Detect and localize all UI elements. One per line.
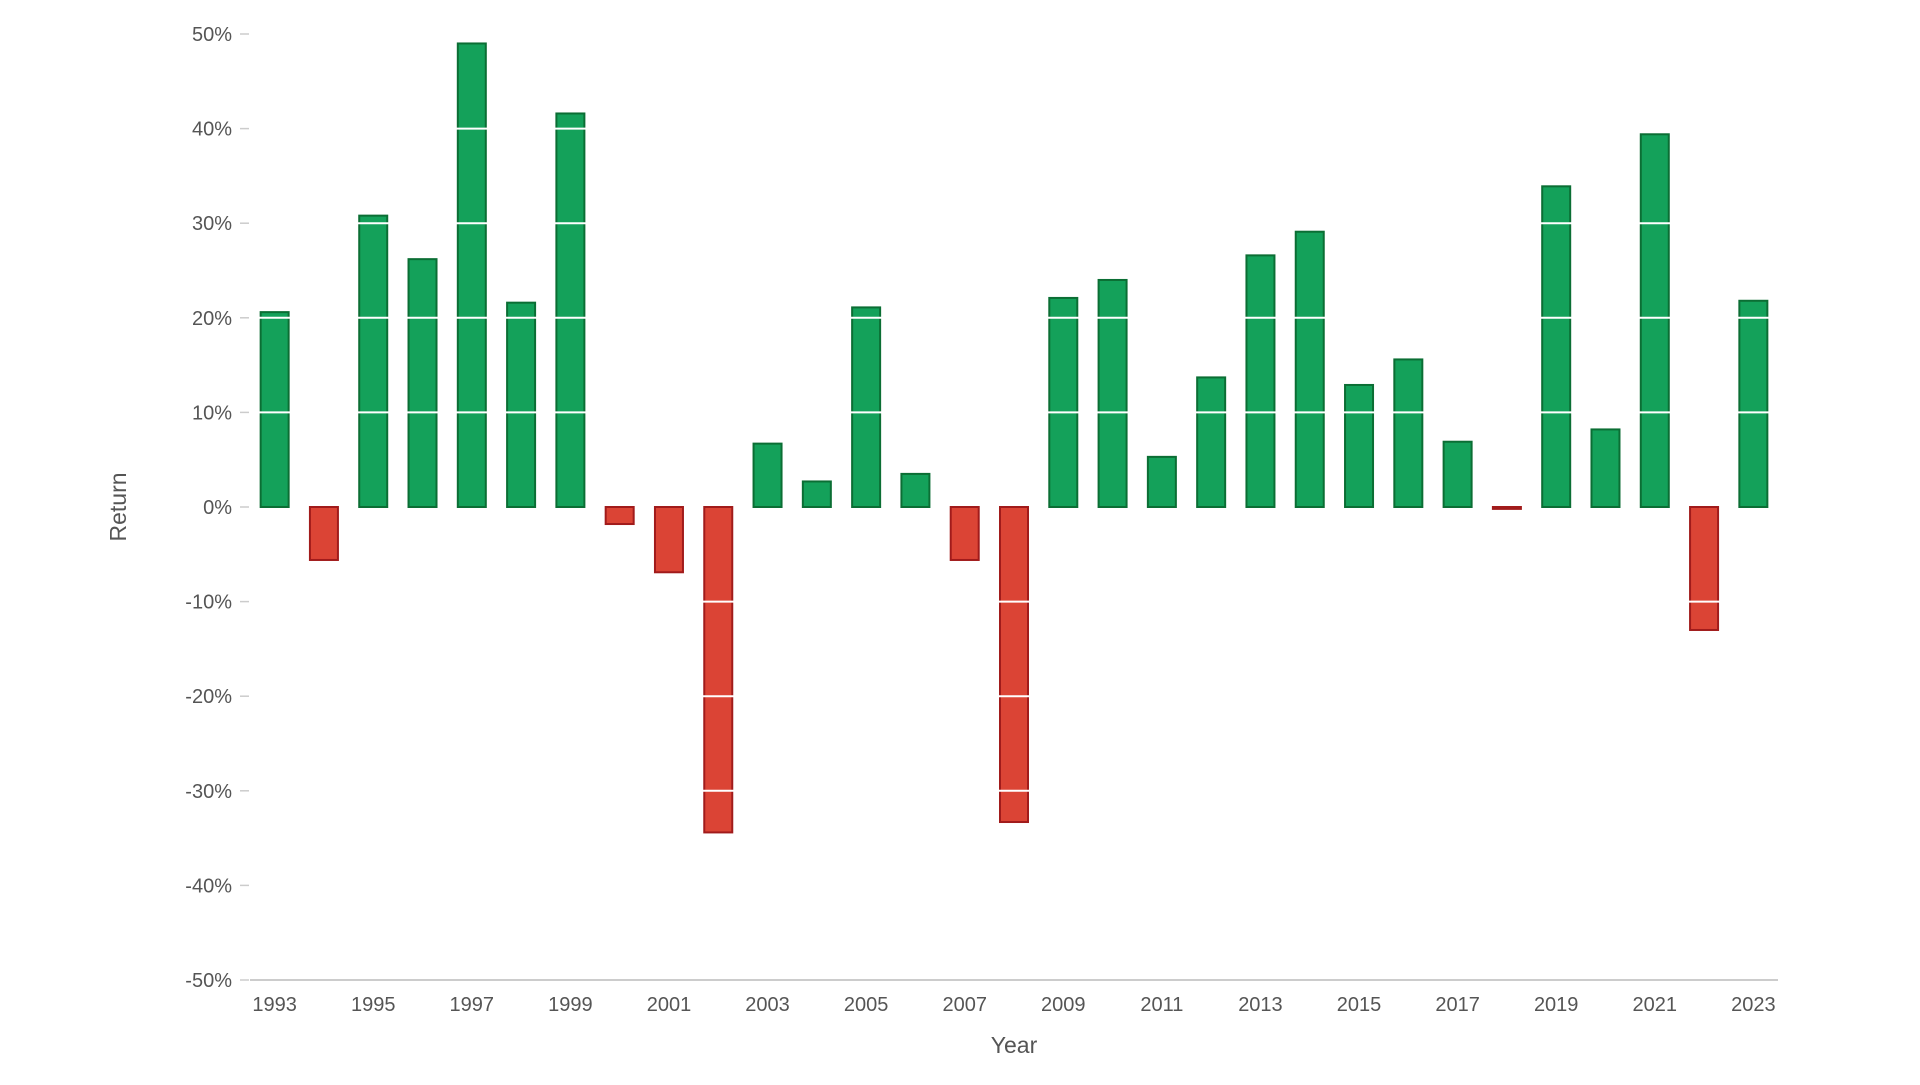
y-tick-label: 20% bbox=[192, 308, 232, 330]
gridlines bbox=[250, 33, 1778, 887]
x-tick-label: 1995 bbox=[351, 994, 396, 1016]
x-tick-label: 1997 bbox=[450, 994, 495, 1016]
bar-2002 bbox=[703, 506, 734, 834]
x-tick-label: 2023 bbox=[1731, 994, 1776, 1016]
bar-2022 bbox=[1689, 506, 1720, 631]
bar-1999 bbox=[555, 112, 586, 509]
bar-2014 bbox=[1294, 230, 1325, 509]
y-tick-label: -50% bbox=[185, 970, 232, 992]
y-tick-label: -40% bbox=[185, 875, 232, 897]
x-tick-label: 2009 bbox=[1041, 994, 1086, 1016]
bar-2000 bbox=[604, 506, 635, 526]
bar-2015 bbox=[1344, 383, 1375, 508]
y-tick-label: 0% bbox=[203, 497, 232, 519]
bar-2001 bbox=[653, 506, 684, 574]
bar-2009 bbox=[1048, 296, 1079, 508]
y-axis-title: Return bbox=[105, 472, 131, 541]
x-axis-title: Year bbox=[991, 1032, 1038, 1058]
bar-2023 bbox=[1738, 299, 1769, 508]
bar-2016 bbox=[1393, 358, 1424, 509]
bar-2010 bbox=[1097, 278, 1128, 508]
x-axis-ticks: 1993 1995 1997 1999 2001 2003 2005 2007 2009 2011… bbox=[252, 994, 1775, 1016]
x-tick-label: 2013 bbox=[1238, 994, 1283, 1016]
x-tick-label: 2011 bbox=[1140, 994, 1183, 1016]
y-tick-label: 40% bbox=[192, 119, 232, 141]
x-tick-label: 2017 bbox=[1435, 994, 1480, 1016]
y-tick-label: -10% bbox=[185, 592, 232, 614]
bar-2012 bbox=[1196, 376, 1227, 509]
bar-2008 bbox=[999, 506, 1029, 824]
bar-2011 bbox=[1146, 455, 1177, 508]
bar-1998 bbox=[506, 301, 537, 508]
x-tick-label: 2001 bbox=[647, 994, 692, 1016]
x-tick-label: 2007 bbox=[942, 994, 987, 1016]
bar-2019 bbox=[1541, 185, 1572, 508]
bars bbox=[259, 42, 1769, 834]
bar-2018 bbox=[1491, 506, 1522, 510]
y-tick-label: 30% bbox=[192, 213, 232, 235]
bar-1996 bbox=[407, 258, 438, 509]
y-tick-label: 50% bbox=[192, 24, 232, 46]
x-tick-label: 2015 bbox=[1337, 994, 1382, 1016]
y-tick-label: 10% bbox=[192, 402, 232, 424]
bar-2021 bbox=[1639, 133, 1670, 508]
x-tick-label: 1999 bbox=[548, 994, 593, 1016]
x-tick-label: 1993 bbox=[252, 994, 297, 1016]
x-tick-label: 2003 bbox=[745, 994, 790, 1016]
bar-1993 bbox=[259, 311, 290, 508]
x-tick-label: 2019 bbox=[1534, 994, 1579, 1016]
bar-2004 bbox=[801, 480, 832, 509]
bar-2007 bbox=[949, 506, 980, 561]
bar-2013 bbox=[1245, 254, 1276, 508]
bar-2020 bbox=[1590, 428, 1621, 509]
bar-2006 bbox=[900, 472, 931, 509]
bar-2017 bbox=[1442, 440, 1473, 509]
x-tick-label: 2021 bbox=[1633, 994, 1678, 1016]
y-tick-label: -20% bbox=[185, 686, 232, 708]
bar-2003 bbox=[752, 442, 783, 509]
bar-1994 bbox=[308, 506, 339, 561]
y-tick-label: -30% bbox=[185, 781, 232, 803]
y-axis-ticks: 50% 40% 30% 20% 10% 0% -10% -20% -30% -40% -50% bbox=[185, 24, 249, 992]
bar-2005 bbox=[851, 306, 882, 509]
bar-1997 bbox=[456, 42, 487, 509]
x-tick-label: 2005 bbox=[844, 994, 889, 1016]
bar-1995 bbox=[358, 214, 389, 509]
